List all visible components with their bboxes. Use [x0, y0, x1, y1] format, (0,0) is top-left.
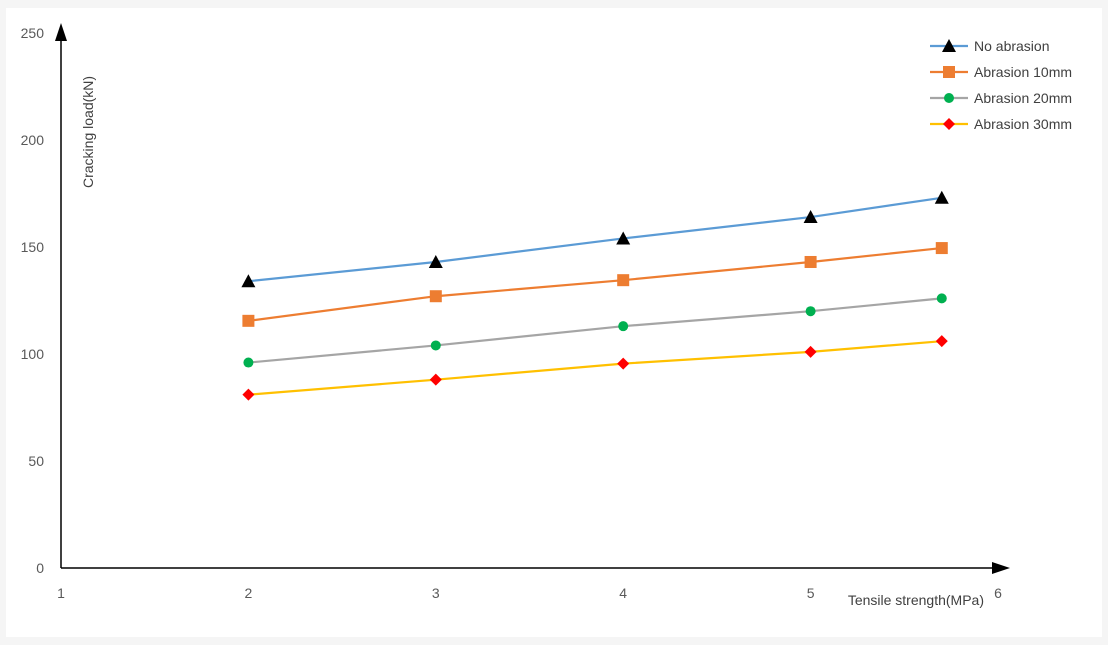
legend-swatch-marker	[942, 39, 956, 52]
y-tick-label: 150	[21, 239, 45, 255]
data-point	[430, 340, 441, 351]
series-line	[248, 196, 942, 283]
data-point	[935, 335, 948, 348]
axes: 1 2 3 4 5 6 0 50 100 150 200 250	[21, 23, 1010, 601]
data-point	[617, 274, 630, 287]
data-point	[804, 255, 817, 268]
data-point	[618, 321, 629, 332]
legend-label: Abrasion 20mm	[974, 90, 1072, 106]
x-tick-label: 3	[432, 585, 440, 601]
series-line	[248, 246, 942, 322]
chart-panel: 1 2 3 4 5 6 0 50 100 150 200 250 No abrasion Abrasio…	[6, 8, 1102, 637]
legend-label: Abrasion 10mm	[974, 64, 1072, 80]
legend-label: Abrasion 30mm	[974, 116, 1072, 132]
series-3	[242, 335, 948, 401]
legend-swatch-marker	[943, 66, 955, 78]
data-point	[935, 242, 948, 255]
data-point	[429, 373, 442, 386]
data-point	[242, 388, 255, 401]
data-point	[804, 345, 817, 358]
data-point	[243, 357, 254, 368]
legend-item: Abrasion 10mm	[930, 64, 1072, 80]
y-axis-arrow	[55, 23, 67, 41]
line-chart: 1 2 3 4 5 6 0 50 100 150 200 250 No abrasion Abrasio…	[21, 23, 1072, 608]
data-point	[803, 210, 818, 224]
x-tick-label: 5	[807, 585, 815, 601]
legend-swatch-marker	[943, 118, 955, 130]
data-point	[241, 274, 256, 288]
legend-item: Abrasion 20mm	[930, 90, 1072, 106]
y-tick-label: 50	[28, 453, 44, 469]
x-axis-title: Tensile strength(MPa)	[848, 592, 984, 608]
data-point	[428, 254, 443, 268]
series-layer	[241, 190, 949, 401]
data-point	[936, 293, 947, 304]
series-2	[243, 293, 947, 368]
series-line	[248, 340, 942, 396]
series-1	[242, 242, 948, 327]
legend-item: No abrasion	[930, 38, 1050, 54]
data-point	[616, 231, 631, 245]
y-tick-label: 0	[36, 560, 44, 576]
x-tick-label: 1	[57, 585, 65, 601]
data-point	[934, 190, 949, 204]
legend: No abrasion Abrasion 10mm Abrasion 20mm Abr…	[930, 38, 1072, 132]
y-tick-label: 100	[21, 346, 45, 362]
x-tick-label: 2	[245, 585, 253, 601]
y-axis-title: Cracking load(kN)	[80, 76, 96, 188]
legend-swatch-marker	[944, 93, 954, 103]
x-axis-arrow	[992, 562, 1010, 574]
data-point	[617, 357, 630, 370]
y-tick-label: 200	[21, 132, 45, 148]
series-0	[241, 190, 949, 288]
x-tick-label: 6	[994, 585, 1002, 601]
legend-item: Abrasion 30mm	[930, 116, 1072, 132]
y-tick-label: 250	[21, 25, 45, 41]
legend-label: No abrasion	[974, 38, 1050, 54]
x-tick-label: 4	[619, 585, 627, 601]
data-point	[429, 290, 442, 303]
data-point	[805, 306, 816, 317]
data-point	[242, 314, 255, 327]
